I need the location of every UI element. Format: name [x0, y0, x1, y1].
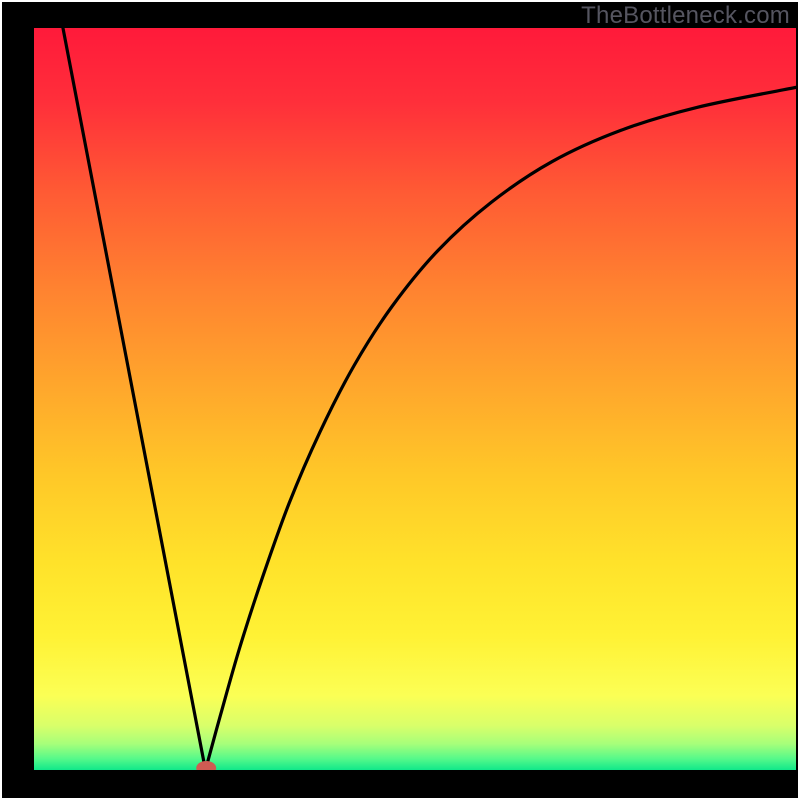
plot-area — [34, 28, 796, 770]
watermark-text: TheBottleneck.com — [581, 2, 790, 30]
